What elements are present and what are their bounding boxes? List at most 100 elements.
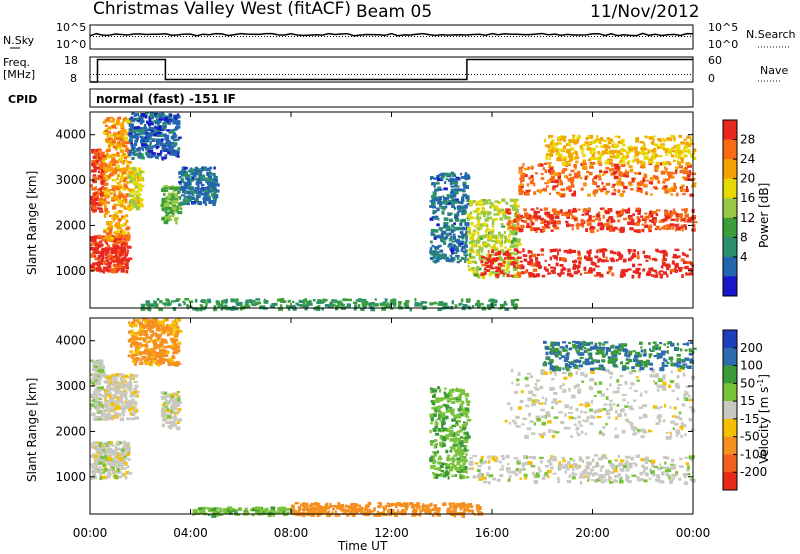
power-cell <box>654 153 658 158</box>
power-cell <box>414 303 419 307</box>
power-cell <box>493 257 497 261</box>
power-cell <box>649 257 652 260</box>
power-cell <box>107 126 112 130</box>
power-cell <box>529 218 533 222</box>
power-cell <box>156 141 159 145</box>
power-cell <box>587 218 593 222</box>
power-cell <box>114 264 119 269</box>
power-cell <box>535 264 538 267</box>
power-cell <box>122 187 127 191</box>
power-cell <box>346 303 351 308</box>
velocity-cell <box>103 373 107 376</box>
power-cell <box>151 138 156 142</box>
velocity-cell <box>156 328 161 331</box>
velocity-cell <box>97 416 102 421</box>
power-cell <box>252 300 256 303</box>
power-cell <box>111 178 117 182</box>
power-cell <box>452 235 457 240</box>
velocity-cell <box>99 466 102 469</box>
power-cell <box>504 215 509 220</box>
velocity-cell <box>146 323 152 328</box>
power-cell <box>683 209 688 214</box>
power-cell <box>665 153 669 156</box>
velocity-cell <box>142 355 147 359</box>
power-cell <box>438 244 442 248</box>
power-cell <box>111 243 116 247</box>
velocity-cell <box>160 391 164 395</box>
power-cell <box>145 152 149 155</box>
power-cell <box>604 148 609 153</box>
power-cell <box>154 303 159 308</box>
power-cell <box>537 263 541 267</box>
power-cell <box>105 251 110 255</box>
power-cell <box>596 229 599 232</box>
power-cell <box>611 143 614 148</box>
power-cell <box>104 138 107 142</box>
velocity-cell <box>226 506 231 509</box>
velocity-cell <box>104 468 108 472</box>
power-cell <box>116 186 120 190</box>
power-cell <box>116 151 120 155</box>
power-cell <box>558 274 561 278</box>
power-cell <box>215 300 219 303</box>
power-cell <box>469 247 474 251</box>
velocity-cell <box>160 410 166 414</box>
power-cell <box>139 135 144 138</box>
power-cell <box>414 298 417 302</box>
freq-series <box>90 58 693 83</box>
velocity-cell <box>139 344 145 347</box>
velocity-cell <box>176 331 180 335</box>
power-cell <box>609 258 613 261</box>
velocity-cell <box>152 323 155 327</box>
power-cell <box>471 243 476 248</box>
power-cell <box>183 301 186 306</box>
power-cell <box>628 148 633 151</box>
power-cell <box>526 215 531 220</box>
power-cell <box>567 209 571 213</box>
power-cell <box>165 298 170 302</box>
power-cell <box>278 307 283 311</box>
power-cell <box>635 222 640 226</box>
velocity-cell <box>92 368 97 372</box>
power-cell <box>561 135 567 139</box>
power-cell <box>213 197 217 201</box>
velocity-cell <box>218 507 223 510</box>
power-cell <box>149 141 152 145</box>
power-cell <box>436 175 440 178</box>
velocity-cell <box>310 506 315 509</box>
power-cell <box>541 226 546 229</box>
power-cell <box>199 307 203 312</box>
power-cell <box>582 162 588 166</box>
power-cell <box>219 303 224 307</box>
velocity-cell <box>107 414 112 419</box>
power-cell <box>680 157 684 161</box>
power-cell <box>612 220 616 223</box>
power-cell <box>160 204 164 208</box>
power-cell <box>100 258 104 262</box>
power-cell <box>653 143 659 147</box>
velocity-cell <box>169 422 173 426</box>
power-cell <box>148 132 154 137</box>
power-cell <box>475 239 481 243</box>
power-cell <box>170 197 174 202</box>
power-cell <box>101 173 106 176</box>
power-cell <box>674 224 678 228</box>
power-cell <box>639 141 644 144</box>
velocity-cell <box>282 510 286 515</box>
power-cell <box>620 228 625 232</box>
velocity-cell <box>147 319 153 323</box>
velocity-cell <box>171 325 177 329</box>
power-cell <box>523 208 527 212</box>
power-cell <box>448 202 451 205</box>
velocity-cell <box>134 346 138 349</box>
power-cell <box>656 145 660 150</box>
power-cell <box>103 164 107 168</box>
power-cell <box>651 153 656 156</box>
velocity-cell <box>91 413 94 416</box>
power-cell <box>136 129 140 132</box>
power-cell <box>135 172 139 176</box>
power-cell <box>403 302 408 306</box>
power-cell <box>297 304 302 307</box>
velocity-cell <box>117 447 121 450</box>
power-cell <box>486 212 490 216</box>
